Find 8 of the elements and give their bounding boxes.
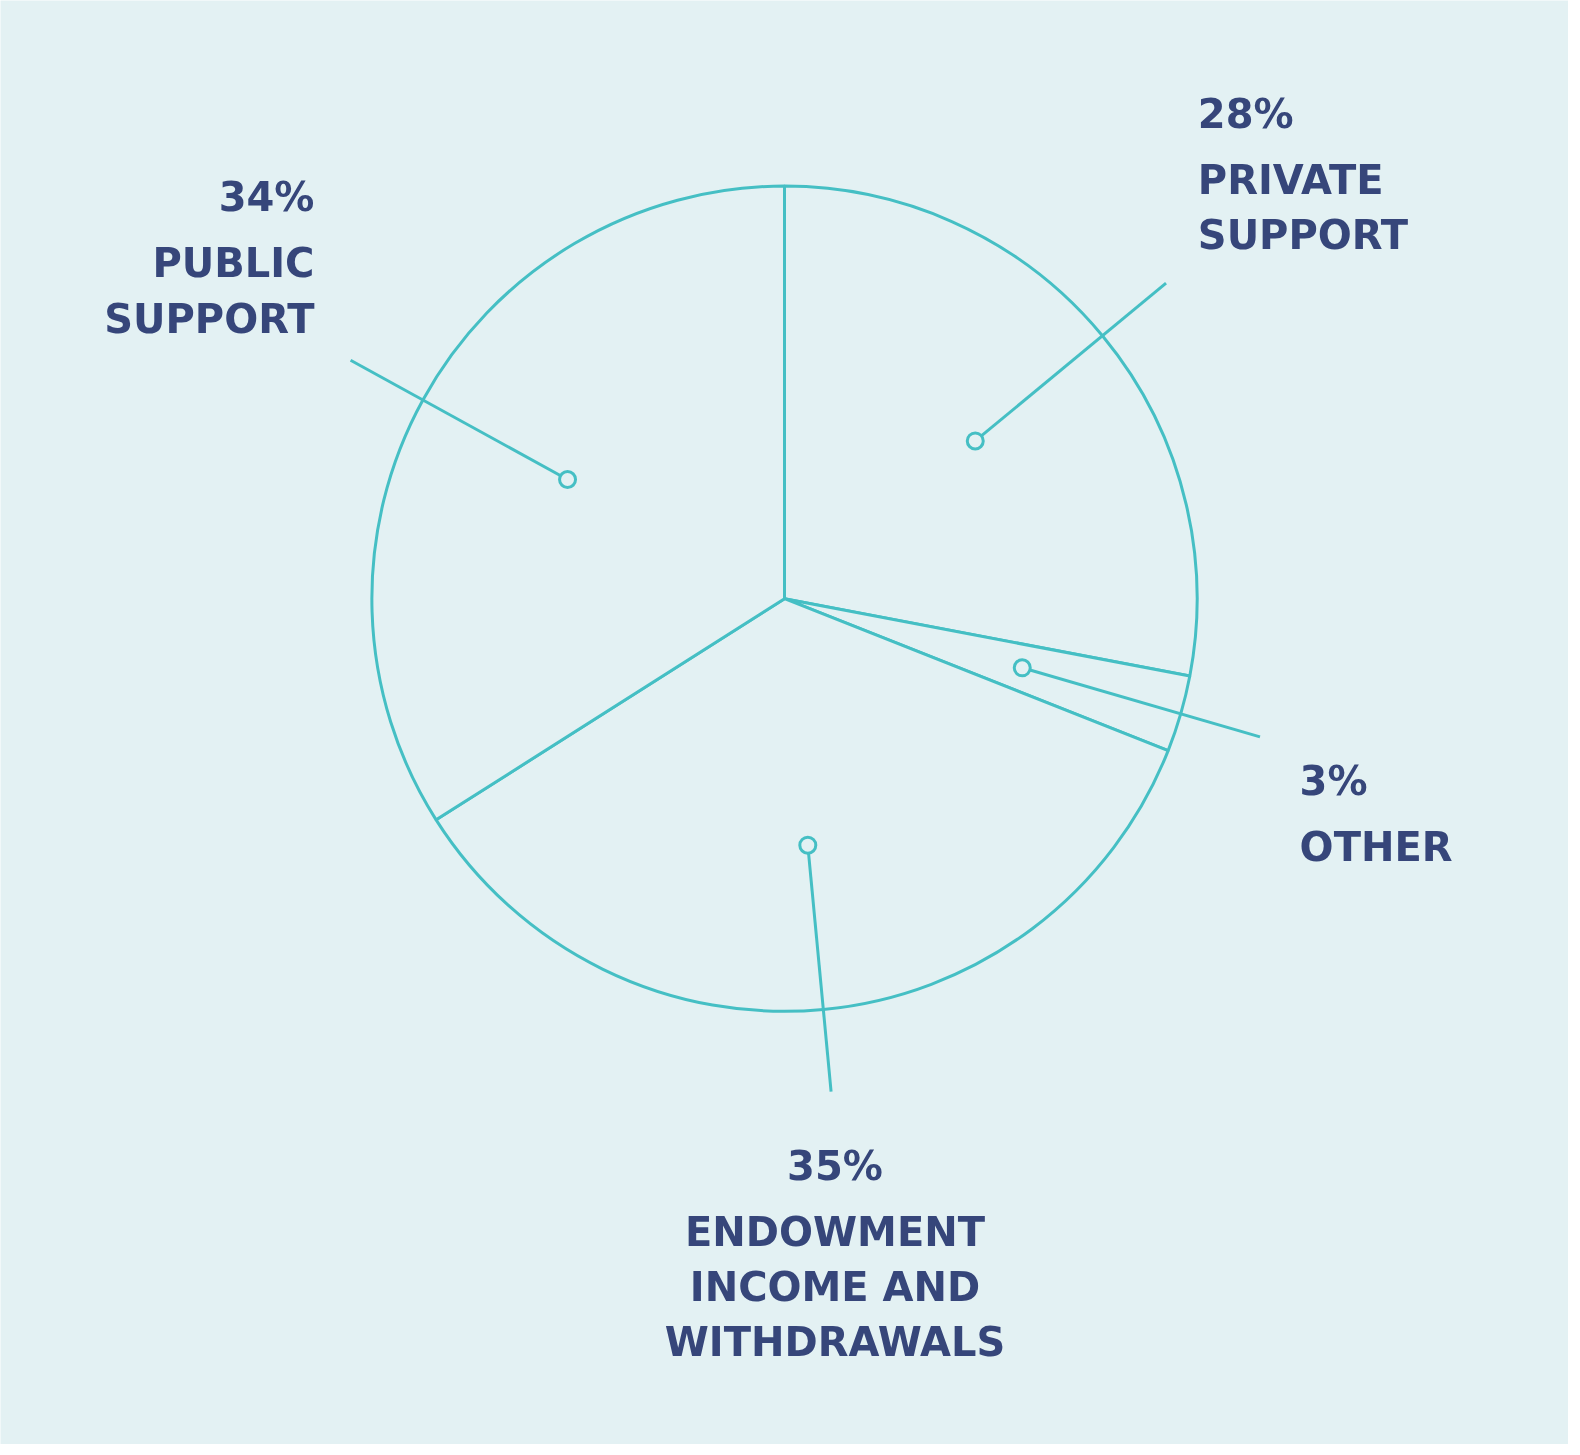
slice-label: ENDOWMENT INCOME AND WITHDRAWALS bbox=[664, 1208, 1006, 1366]
slice-label: PRIVATE SUPPORT bbox=[1197, 156, 1409, 259]
slice-label: OTHER bbox=[1299, 824, 1453, 871]
data-label: 3% bbox=[1299, 758, 1368, 805]
data-label: 35% bbox=[787, 1142, 883, 1189]
slice-label: PUBLIC SUPPORT bbox=[104, 240, 316, 342]
data-label: 28% bbox=[1197, 90, 1294, 137]
data-label: 34% bbox=[218, 174, 315, 221]
